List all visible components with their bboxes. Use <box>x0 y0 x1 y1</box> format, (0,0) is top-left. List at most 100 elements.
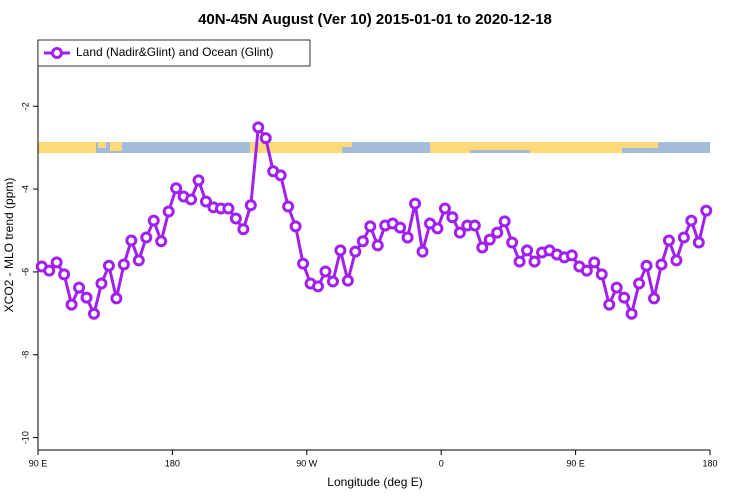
x-tick-label: 180 <box>702 458 717 468</box>
data-point <box>476 241 489 254</box>
data-point <box>65 298 78 311</box>
data-point <box>625 307 638 320</box>
y-tick-label: -4 <box>20 185 30 193</box>
data-point <box>394 221 407 234</box>
chart-title: 40N-45N August (Ver 10) 2015-01-01 to 20… <box>198 11 552 28</box>
data-point <box>73 281 86 294</box>
legend-marker <box>51 47 63 59</box>
land-segment <box>530 142 622 153</box>
y-tick-label: -2 <box>20 102 30 110</box>
data-point <box>401 231 414 244</box>
data-point <box>319 265 332 278</box>
data-point <box>685 214 698 227</box>
data-point <box>356 235 369 248</box>
data-point <box>88 307 100 320</box>
data-point <box>677 231 690 244</box>
data-point <box>483 233 496 246</box>
data-point <box>140 231 153 244</box>
data-point <box>297 257 310 270</box>
data-point <box>513 255 526 268</box>
data-point <box>446 211 459 224</box>
data-point <box>326 275 339 288</box>
data-point <box>252 121 265 134</box>
legend-box <box>37 39 311 67</box>
data-point <box>192 174 205 187</box>
data-point <box>185 193 198 206</box>
data-point <box>147 214 160 227</box>
data-point <box>125 234 138 247</box>
x-tick-label: 90 E <box>29 458 48 468</box>
data-point <box>334 244 347 257</box>
data-point <box>409 197 422 210</box>
data-point <box>491 226 504 239</box>
land-segment <box>470 142 530 150</box>
land-segment <box>342 142 352 147</box>
data-point <box>200 195 212 208</box>
data-point <box>655 258 668 271</box>
data-point <box>349 245 362 258</box>
data-point <box>371 239 384 252</box>
data-point <box>282 200 295 213</box>
data-point <box>640 259 653 272</box>
data-point <box>58 268 71 281</box>
y-tick-label: -10 <box>20 431 30 444</box>
data-point <box>170 182 183 195</box>
y-axis-label: XCO2 - MLO trend (ppm) <box>2 178 16 313</box>
data-point <box>692 236 705 249</box>
data-point <box>244 199 257 212</box>
data-point <box>528 255 541 268</box>
x-axis-label: Longitude (deg E) <box>327 475 422 489</box>
data-point <box>700 204 713 217</box>
data-point <box>110 292 123 305</box>
data-point <box>633 277 646 290</box>
data-point <box>595 268 608 281</box>
data-point <box>648 292 660 305</box>
data-point <box>155 235 168 248</box>
data-point <box>610 281 623 294</box>
data-point <box>237 223 250 236</box>
data-point <box>312 280 324 293</box>
y-tick-label: -6 <box>20 268 30 276</box>
data-point <box>468 219 481 232</box>
land-segment <box>250 142 342 153</box>
ocean-band <box>38 142 710 153</box>
land-segment <box>110 142 122 151</box>
land-segment <box>38 142 96 153</box>
land-segment <box>622 142 658 148</box>
data-point <box>565 249 578 262</box>
data-point <box>521 244 534 257</box>
legend: Land (Nadir&Glint) and Ocean (Glint) <box>37 39 311 67</box>
data-point <box>670 254 683 267</box>
y-tick-label: -8 <box>20 351 30 359</box>
data-point <box>662 234 675 247</box>
data-point <box>43 264 56 277</box>
data-point <box>132 254 145 267</box>
data-point <box>95 277 108 290</box>
data-point <box>438 202 451 215</box>
x-tick-label: 180 <box>165 458 180 468</box>
data-point <box>162 205 175 218</box>
data-point <box>50 256 63 269</box>
data-point <box>416 245 429 258</box>
data-point <box>259 132 272 145</box>
x-tick-label: 90 W <box>296 458 318 468</box>
data-point <box>580 264 593 277</box>
data-point <box>341 274 354 287</box>
data-point <box>364 220 377 233</box>
data-point <box>618 291 631 304</box>
data-point <box>117 258 130 271</box>
legend-label: Land (Nadir&Glint) and Ocean (Glint) <box>76 45 273 59</box>
data-point <box>80 291 93 304</box>
land-segment <box>98 142 106 148</box>
data-point <box>431 222 444 235</box>
data-point <box>603 298 616 311</box>
data-point <box>229 212 242 225</box>
data-point <box>506 236 519 249</box>
x-tick-label: 0 <box>439 458 444 468</box>
data-point <box>588 256 601 269</box>
data-point <box>453 226 466 239</box>
data-point <box>498 215 511 228</box>
x-tick-label: 90 E <box>566 458 585 468</box>
land-segment <box>430 142 470 153</box>
